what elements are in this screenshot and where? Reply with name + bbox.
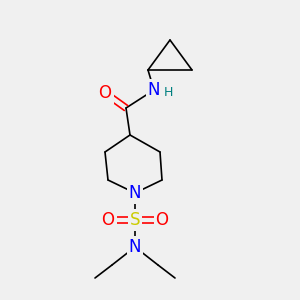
Text: S: S xyxy=(130,211,140,229)
Text: N: N xyxy=(129,184,141,202)
Text: O: O xyxy=(101,211,115,229)
Text: O: O xyxy=(98,84,112,102)
Text: H: H xyxy=(164,86,173,100)
Text: N: N xyxy=(129,238,141,256)
Text: N: N xyxy=(148,81,160,99)
Text: O: O xyxy=(155,211,169,229)
